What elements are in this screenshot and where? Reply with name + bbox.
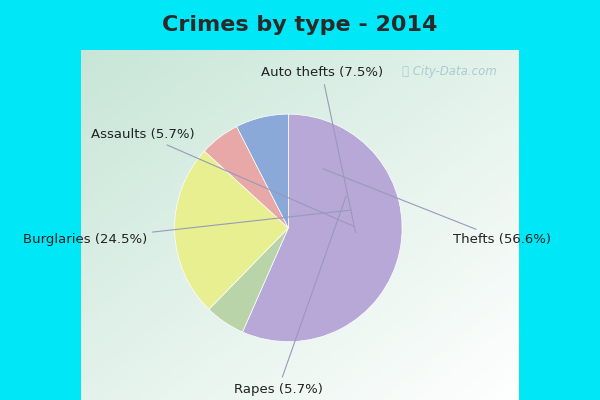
Wedge shape xyxy=(209,228,289,332)
Wedge shape xyxy=(236,114,289,228)
Text: Crimes by type - 2014: Crimes by type - 2014 xyxy=(163,15,437,35)
Text: Rapes (5.7%): Rapes (5.7%) xyxy=(233,196,346,396)
Text: Thefts (56.6%): Thefts (56.6%) xyxy=(323,169,551,246)
Wedge shape xyxy=(205,126,289,228)
Text: Assaults (5.7%): Assaults (5.7%) xyxy=(91,128,354,226)
Text: Auto thefts (7.5%): Auto thefts (7.5%) xyxy=(261,66,383,233)
Text: ⓘ City-Data.com: ⓘ City-Data.com xyxy=(402,64,497,78)
Wedge shape xyxy=(175,151,289,309)
Text: Burglaries (24.5%): Burglaries (24.5%) xyxy=(23,210,352,246)
Wedge shape xyxy=(242,114,402,342)
